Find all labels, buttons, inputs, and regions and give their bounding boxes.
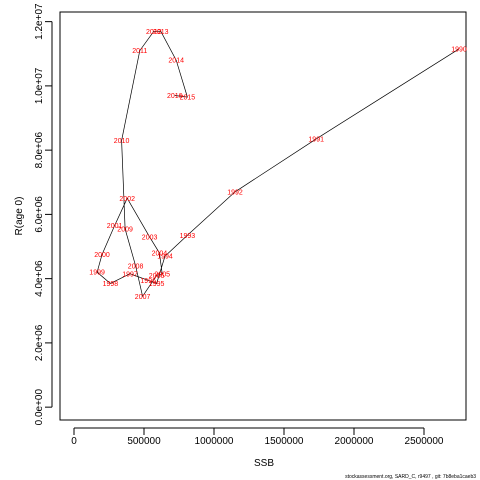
point-label: 2008 bbox=[128, 263, 144, 270]
y-tick-label: 6.0e+06 bbox=[34, 196, 45, 233]
y-tick-label: 0.0e+00 bbox=[34, 389, 45, 426]
point-label: 1994 bbox=[157, 254, 173, 261]
point-label: 2011 bbox=[132, 48, 147, 55]
x-tick-label: 0 bbox=[71, 436, 77, 447]
y-tick-label: 2.0e+06 bbox=[34, 324, 45, 361]
sr-trajectory-line bbox=[96, 30, 460, 298]
y-tick-label: 4.0e+06 bbox=[34, 260, 45, 297]
x-tick-label: 1500000 bbox=[265, 436, 304, 447]
point-label: 1998 bbox=[103, 281, 119, 288]
point-label: 2001 bbox=[107, 223, 123, 230]
y-axis-title: R(age 0) bbox=[14, 197, 25, 236]
point-label: 2015 bbox=[180, 95, 196, 102]
point-label: 1991 bbox=[308, 136, 324, 143]
point-label: 2003 bbox=[142, 234, 158, 241]
point-label: 1999 bbox=[89, 270, 105, 277]
y-tick-label: 1.0e+07 bbox=[34, 67, 45, 104]
point-label: 2007 bbox=[135, 294, 151, 301]
point-label: 2014 bbox=[168, 58, 184, 65]
point-label: 2004 bbox=[152, 250, 168, 257]
y-tick-label: 1.2e+07 bbox=[34, 3, 45, 40]
y-tick-label: 8.0e+06 bbox=[34, 131, 45, 168]
point-label: 1996 bbox=[140, 278, 156, 285]
x-tick-label: 2500000 bbox=[405, 436, 444, 447]
point-label: 2009 bbox=[117, 226, 133, 233]
point-label: 2002 bbox=[119, 196, 135, 203]
point-label: 2005 bbox=[154, 271, 170, 278]
point-label: 2010 bbox=[114, 138, 130, 145]
point-label: 2016 bbox=[167, 93, 183, 100]
point-label: 2000 bbox=[94, 252, 110, 259]
point-label: 1993 bbox=[180, 233, 196, 240]
point-label: 2006 bbox=[149, 273, 165, 280]
x-tick-label: 500000 bbox=[127, 436, 161, 447]
point-label: 1995 bbox=[149, 281, 165, 288]
y-axis: 0.0e+00 2.0e+06 4.0e+06 6.0e+06 8.0e+06 1.0e+… bbox=[34, 3, 53, 426]
point-label: 2013 bbox=[153, 29, 169, 36]
x-axis-title: SSB bbox=[254, 458, 274, 469]
x-tick-label: 1000000 bbox=[195, 436, 234, 447]
point-label: 1997 bbox=[122, 271, 138, 278]
plot-frame bbox=[59, 11, 467, 421]
point-label: 1990 bbox=[451, 46, 467, 53]
point-label: 2012 bbox=[146, 29, 162, 36]
point-label: 1992 bbox=[227, 189, 243, 196]
x-axis: 0 500000 1000000 1500000 2000000 2500000 bbox=[71, 427, 444, 447]
x-tick-label: 2000000 bbox=[335, 436, 374, 447]
footnote: stockassessment.org, SARD_C, r9497 , git… bbox=[345, 474, 476, 480]
